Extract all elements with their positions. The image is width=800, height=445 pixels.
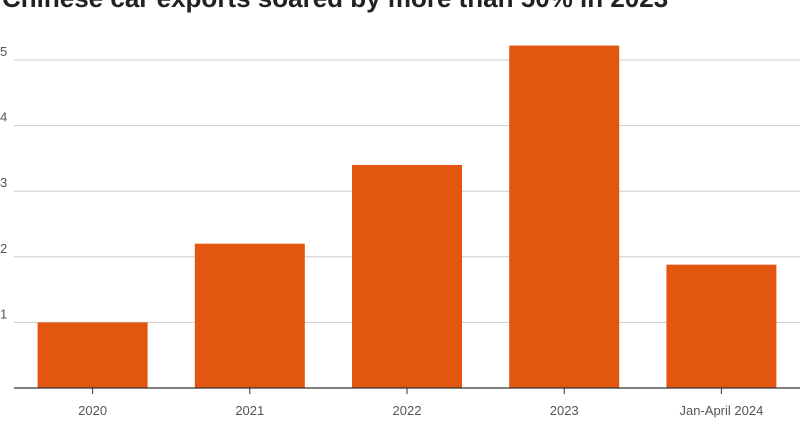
y-tick-label-5: 5 <box>0 44 7 59</box>
y-tick-label-2: 2 <box>0 241 7 256</box>
x-tick-label: 2023 <box>550 403 579 418</box>
bar-2023 <box>509 45 620 389</box>
y-axis-tick-labels: 1 2 3 4 5 <box>0 44 7 321</box>
bar-2022 <box>352 164 462 388</box>
x-axis-ticks: 2020 2021 2022 2023 Jan-April 2024 <box>78 388 763 418</box>
y-tick-label-1: 1 <box>0 306 7 321</box>
bar-jan-april-2024 <box>666 264 777 388</box>
x-tick-label: 2021 <box>235 403 264 418</box>
x-tick-label: 2022 <box>393 403 422 418</box>
y-tick-label-3: 3 <box>0 175 7 190</box>
x-tick-label: 2020 <box>78 403 107 418</box>
y-tick-label-4: 4 <box>0 110 7 125</box>
bar-2021 <box>194 243 305 388</box>
chart-title: Chinese car exports soared by more than … <box>2 0 668 14</box>
x-tick-label: Jan-April 2024 <box>679 403 763 418</box>
bar-2020 <box>37 322 148 388</box>
bars <box>37 45 777 389</box>
